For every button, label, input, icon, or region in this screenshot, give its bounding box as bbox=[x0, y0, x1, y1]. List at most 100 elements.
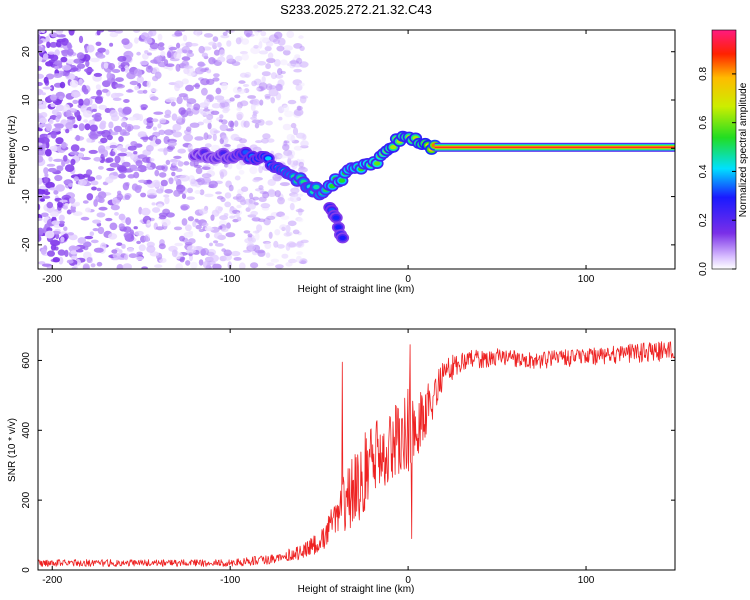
noise-blob bbox=[243, 30, 253, 37]
noise-blob bbox=[181, 116, 186, 123]
noise-blob bbox=[114, 212, 119, 216]
noise-blob bbox=[196, 219, 202, 224]
noise-blob bbox=[61, 38, 69, 46]
noise-blob bbox=[120, 148, 128, 153]
noise-blob bbox=[181, 218, 188, 226]
noise-blob bbox=[218, 119, 223, 123]
noise-blob bbox=[63, 180, 72, 184]
noise-blob bbox=[298, 82, 305, 87]
noise-blob bbox=[215, 87, 222, 95]
noise-blob bbox=[274, 31, 283, 39]
noise-blob bbox=[64, 249, 69, 257]
noise-blob bbox=[258, 41, 263, 49]
noise-blob bbox=[63, 155, 68, 162]
spectrogram-y-label: Frequency (Hz) bbox=[7, 116, 18, 185]
noise-blob bbox=[174, 80, 184, 89]
noise-blob bbox=[55, 30, 63, 35]
noise-blob bbox=[112, 97, 122, 102]
noise-blob bbox=[251, 80, 257, 87]
noise-blob bbox=[114, 155, 121, 164]
noise-blob bbox=[93, 157, 102, 162]
noise-blob bbox=[167, 140, 177, 147]
noise-blob bbox=[38, 203, 41, 211]
noise-blob bbox=[210, 214, 215, 221]
noise-blob bbox=[70, 144, 80, 152]
snr-y-tick-label: 200 bbox=[21, 491, 32, 508]
noise-blob bbox=[250, 103, 256, 111]
noise-blob bbox=[75, 134, 81, 142]
noise-blob bbox=[229, 215, 235, 219]
noise-blob bbox=[90, 239, 99, 244]
noise-blob bbox=[241, 53, 249, 61]
noise-blob bbox=[211, 144, 220, 152]
snr-x-tick-label: 100 bbox=[578, 575, 595, 586]
noise-blob bbox=[130, 167, 141, 172]
noise-blob bbox=[87, 176, 96, 182]
noise-blob bbox=[209, 254, 219, 262]
noise-blob bbox=[148, 194, 156, 198]
noise-blob bbox=[38, 188, 46, 195]
noise-blob bbox=[65, 122, 74, 130]
noise-blob bbox=[44, 173, 49, 178]
noise-blob bbox=[179, 174, 190, 182]
noise-blob bbox=[45, 123, 52, 131]
noise-blob bbox=[186, 52, 195, 58]
noise-blob bbox=[230, 133, 240, 141]
noise-blob bbox=[120, 118, 127, 122]
noise-blob bbox=[124, 123, 134, 132]
noise-blob bbox=[71, 91, 81, 98]
noise-blob bbox=[196, 177, 205, 186]
noise-blob bbox=[83, 98, 91, 106]
spectrogram-y-tick-label: 0 bbox=[21, 145, 32, 151]
noise-blob bbox=[150, 96, 159, 101]
noise-blob bbox=[173, 155, 182, 159]
noise-blob bbox=[210, 110, 220, 116]
noise-blob bbox=[38, 142, 43, 146]
snr-x-tick-label: -100 bbox=[220, 575, 240, 586]
noise-blob bbox=[40, 212, 49, 218]
noise-blob bbox=[122, 182, 130, 191]
noise-blob bbox=[117, 107, 124, 113]
noise-blob bbox=[254, 232, 260, 241]
noise-blob bbox=[49, 118, 54, 125]
noise-blob bbox=[229, 97, 235, 102]
noise-blob bbox=[106, 167, 115, 172]
noise-blob bbox=[95, 41, 102, 46]
noise-blob bbox=[95, 84, 101, 90]
noise-blob bbox=[54, 65, 60, 70]
noise-blob bbox=[73, 176, 79, 182]
noise-blob bbox=[82, 200, 89, 204]
noise-blob bbox=[97, 191, 107, 199]
noise-blob bbox=[166, 51, 172, 59]
noise-blob bbox=[225, 128, 234, 132]
noise-blob bbox=[212, 263, 222, 269]
noise-blob bbox=[54, 49, 60, 56]
noise-blob bbox=[140, 192, 147, 198]
noise-blob bbox=[252, 178, 260, 183]
noise-blob bbox=[277, 197, 285, 205]
noise-blob bbox=[300, 132, 306, 141]
noise-blob bbox=[135, 160, 143, 167]
noise-blob bbox=[146, 219, 151, 226]
noise-blob bbox=[40, 30, 46, 34]
noise-blob bbox=[236, 204, 242, 209]
noise-blob bbox=[110, 204, 120, 211]
spectrogram-y-tick-label: -10 bbox=[21, 189, 32, 204]
noise-blob bbox=[177, 148, 186, 154]
noise-blob bbox=[98, 145, 106, 153]
noise-blob bbox=[154, 264, 163, 268]
noise-blob bbox=[241, 38, 250, 45]
noise-blob bbox=[199, 108, 204, 114]
noise-blob bbox=[55, 104, 65, 112]
noise-blob bbox=[51, 220, 60, 225]
noise-blob bbox=[63, 104, 70, 112]
noise-blob bbox=[198, 45, 205, 54]
noise-blob bbox=[274, 229, 281, 236]
noise-blob bbox=[158, 45, 165, 51]
colorbar: 0.0 0.2 0.4 0.6 0.8 Normalized spectral ampl… bbox=[698, 29, 749, 276]
noise-blob bbox=[186, 126, 192, 132]
noise-blob bbox=[98, 166, 104, 170]
noise-blob bbox=[164, 129, 174, 136]
noise-blob bbox=[153, 111, 164, 115]
noise-blob bbox=[69, 151, 80, 156]
